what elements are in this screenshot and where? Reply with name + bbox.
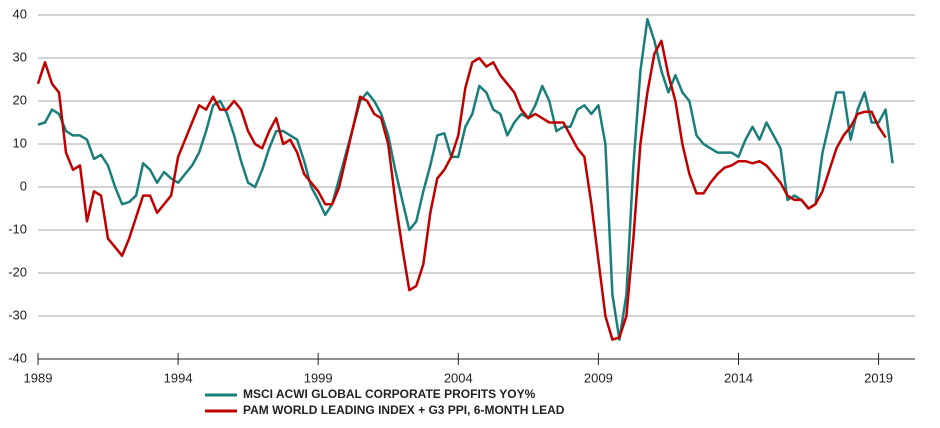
x-tick-label: 1999 xyxy=(304,370,333,385)
x-tick-label: 1994 xyxy=(164,370,193,385)
series-line xyxy=(37,18,894,341)
x-tick-label: 1989 xyxy=(24,370,53,385)
y-tick-label: 30 xyxy=(13,49,27,64)
legend-label: PAM WORLD LEADING INDEX + G3 PPI, 6-MONT… xyxy=(243,403,565,417)
y-tick-label: 0 xyxy=(20,178,27,193)
y-tick-label: -40 xyxy=(8,350,27,365)
x-tick-label: 2009 xyxy=(584,370,613,385)
series-line xyxy=(36,39,887,341)
y-tick-label: 40 xyxy=(13,6,27,21)
y-tick-label: 20 xyxy=(13,92,27,107)
y-tick-label: -20 xyxy=(8,264,27,279)
legend-label: MSCI ACWI GLOBAL CORPORATE PROFITS YOY% xyxy=(243,387,536,401)
y-tick-label: 10 xyxy=(13,135,27,150)
x-tick-label: 2004 xyxy=(444,370,473,385)
y-tick-label: -30 xyxy=(8,307,27,322)
x-tick-label: 2019 xyxy=(864,370,893,385)
x-tick-label: 2014 xyxy=(724,370,753,385)
y-tick-label: -10 xyxy=(8,221,27,236)
